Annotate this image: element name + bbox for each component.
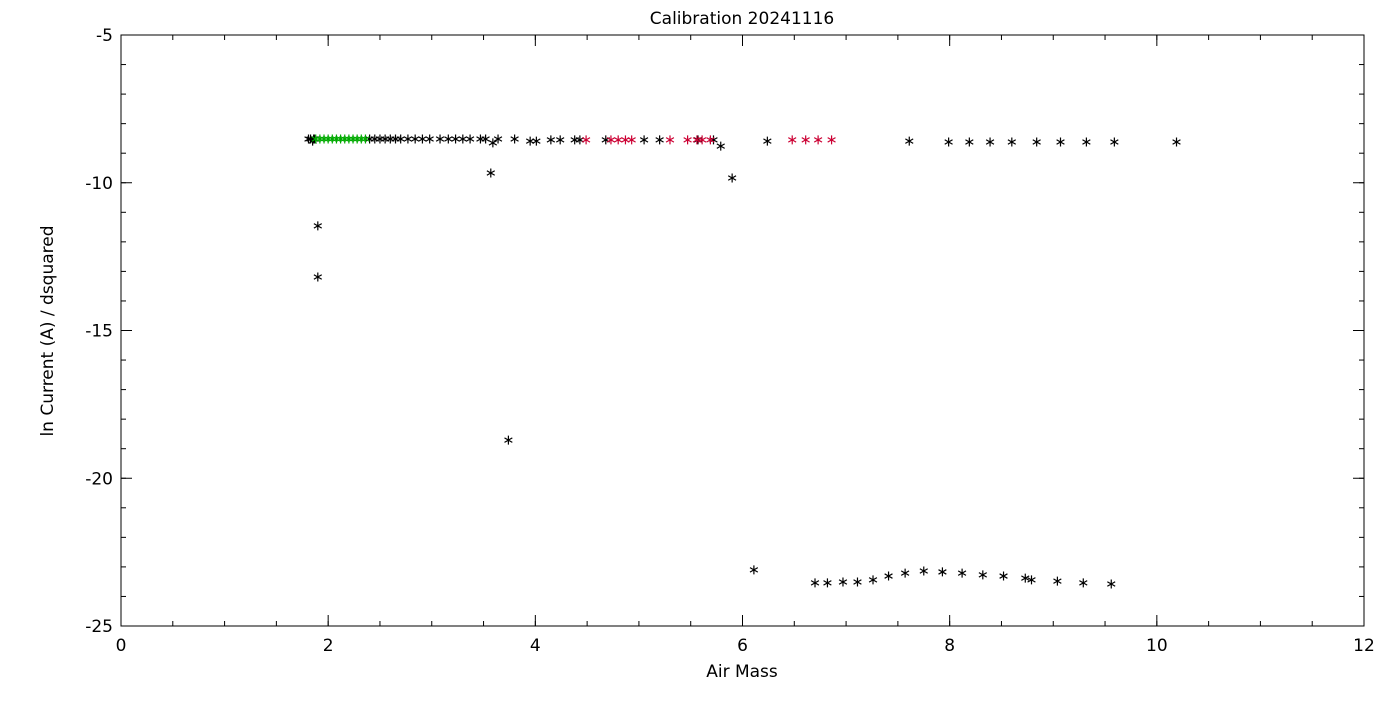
data-point (1007, 137, 1017, 147)
data-point (978, 570, 988, 580)
y-tick-label: -10 (85, 174, 113, 194)
data-point (1053, 576, 1062, 586)
x-tick-label: 6 (737, 636, 748, 656)
data-point (823, 578, 832, 588)
data-point (1056, 137, 1065, 147)
data-point (435, 134, 445, 144)
data-point (493, 134, 503, 144)
data-point (655, 135, 664, 145)
data-point (801, 135, 810, 145)
data-point (532, 136, 541, 146)
x-tick-label: 12 (1353, 636, 1375, 656)
data-point (827, 135, 836, 145)
data-point (396, 134, 405, 144)
data-point (486, 168, 496, 178)
data-point (813, 135, 823, 145)
data-point (504, 435, 513, 445)
y-tick-label: -25 (85, 617, 113, 637)
data-point (716, 141, 725, 151)
data-point (313, 221, 323, 231)
data-point (1172, 137, 1181, 147)
data-point (410, 134, 420, 144)
data-point (965, 137, 974, 147)
data-point (788, 135, 797, 145)
data-point (606, 135, 616, 145)
data-point (361, 134, 370, 144)
data-point (853, 577, 862, 587)
data-point (546, 135, 556, 145)
data-point (581, 135, 591, 145)
data-point (1021, 573, 1030, 583)
data-point (749, 565, 759, 575)
data-point (458, 134, 468, 144)
data-point (919, 566, 928, 576)
data-point (810, 578, 820, 588)
data-point (900, 568, 910, 578)
data-point (706, 135, 715, 145)
y-tick-label: -5 (96, 26, 113, 46)
data-point (418, 134, 427, 144)
y-tick-label: -15 (85, 322, 113, 342)
data-point (444, 134, 453, 144)
x-tick-label: 10 (1146, 636, 1168, 656)
data-point (727, 173, 737, 183)
y-axis-label: ln Current (A) / dsquared (38, 225, 58, 436)
data-point (1082, 137, 1091, 147)
x-axis-label: Air Mass (706, 662, 778, 682)
data-point (465, 134, 475, 144)
data-point (627, 135, 636, 145)
x-tick-label: 8 (944, 636, 955, 656)
data-point (1110, 137, 1119, 147)
data-point (944, 137, 953, 147)
data-point (639, 135, 649, 145)
data-point (1027, 575, 1036, 585)
data-point (510, 134, 519, 144)
data-point (555, 135, 565, 145)
data-point (1107, 579, 1116, 589)
data-point (938, 567, 947, 577)
data-point (957, 568, 967, 578)
x-tick-label: 4 (530, 636, 541, 656)
data-point (1079, 578, 1088, 588)
y-tick-label: -20 (85, 469, 113, 489)
x-tick-label: 0 (116, 636, 127, 656)
data-point (665, 135, 675, 145)
data-point (697, 135, 707, 145)
data-point (838, 577, 848, 587)
data-point (905, 136, 914, 146)
data-point (884, 571, 893, 581)
data-point (763, 136, 772, 146)
data-point (683, 135, 692, 145)
chart-title: Calibration 20241116 (650, 9, 834, 29)
x-tick-label: 2 (323, 636, 334, 656)
data-point (1032, 137, 1041, 147)
data-point (425, 134, 434, 144)
data-point (403, 134, 413, 144)
data-point (451, 134, 460, 144)
data-point (481, 134, 490, 144)
data-point (999, 571, 1008, 581)
data-point (613, 135, 623, 145)
data-point (985, 137, 995, 147)
data-point (313, 272, 323, 282)
data-point (488, 138, 498, 148)
data-point (868, 575, 878, 585)
